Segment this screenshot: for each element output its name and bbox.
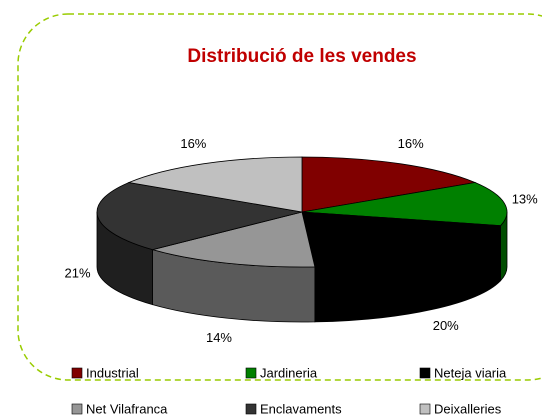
slice [151,211,316,268]
data-label: 16% [180,136,206,151]
legend-swatch [419,403,431,415]
chart-border [17,13,542,381]
slice [301,156,477,213]
slice [301,211,502,268]
data-label: 14% [206,330,232,345]
data-label: 13% [512,191,538,206]
data-label: 21% [64,266,90,281]
legend-label: Enclavaments [260,401,342,416]
chart-title: Distribució de les vendes [187,46,416,67]
legend-label: Jardineria [260,365,318,380]
legend-label: Industrial [86,365,139,380]
legend-swatch [419,367,431,379]
slice [301,182,508,227]
legend-label: Net Vilafranca [86,401,168,416]
slice [127,156,303,213]
legend-swatch [245,367,257,379]
slice [96,182,303,251]
data-label: 16% [398,136,424,151]
legend-label: Deixalleries [434,401,502,416]
legend-label: Neteja viaria [434,365,507,380]
data-label: 20% [433,318,459,333]
legend-swatch [71,367,83,379]
legend-swatch [71,403,83,415]
legend-swatch [245,403,257,415]
